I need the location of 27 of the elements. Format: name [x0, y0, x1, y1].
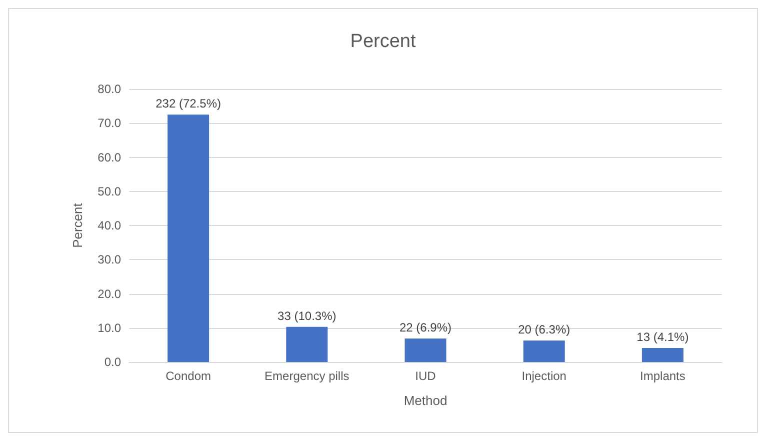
data-label: 33 (10.3%) — [278, 308, 336, 323]
bar — [642, 348, 684, 362]
data-label: 22 (6.9%) — [399, 320, 452, 334]
y-tick-label: 20.0 — [98, 286, 122, 301]
data-label: 13 (4.1%) — [636, 330, 689, 344]
x-tick-label: Condom — [166, 369, 211, 383]
x-axis-title: Method — [404, 393, 448, 408]
x-tick-label: Emergency pills — [264, 369, 350, 383]
y-axis-title: Percent — [70, 202, 85, 248]
chart-title: Percent — [350, 31, 416, 52]
x-tick-label: IUD — [415, 369, 436, 383]
y-tick-label: 60.0 — [98, 150, 122, 164]
x-tick-label: Injection — [522, 369, 566, 383]
y-tick-label: 70.0 — [98, 116, 122, 130]
bar — [286, 326, 328, 362]
data-label: 232 (72.5%) — [156, 96, 221, 111]
data-label: 20 (6.3%) — [518, 322, 570, 336]
bar — [404, 338, 446, 362]
y-tick-label: 10.0 — [98, 320, 122, 335]
bar — [168, 114, 210, 362]
x-tick-label: Implants — [640, 369, 686, 383]
y-tick-label: 30.0 — [98, 252, 122, 267]
y-tick-label: 0.0 — [104, 355, 122, 369]
y-tick-label: 80.0 — [98, 82, 122, 96]
bar — [523, 340, 565, 362]
y-tick-label: 50.0 — [98, 184, 122, 198]
y-tick-label: 40.0 — [98, 218, 122, 232]
